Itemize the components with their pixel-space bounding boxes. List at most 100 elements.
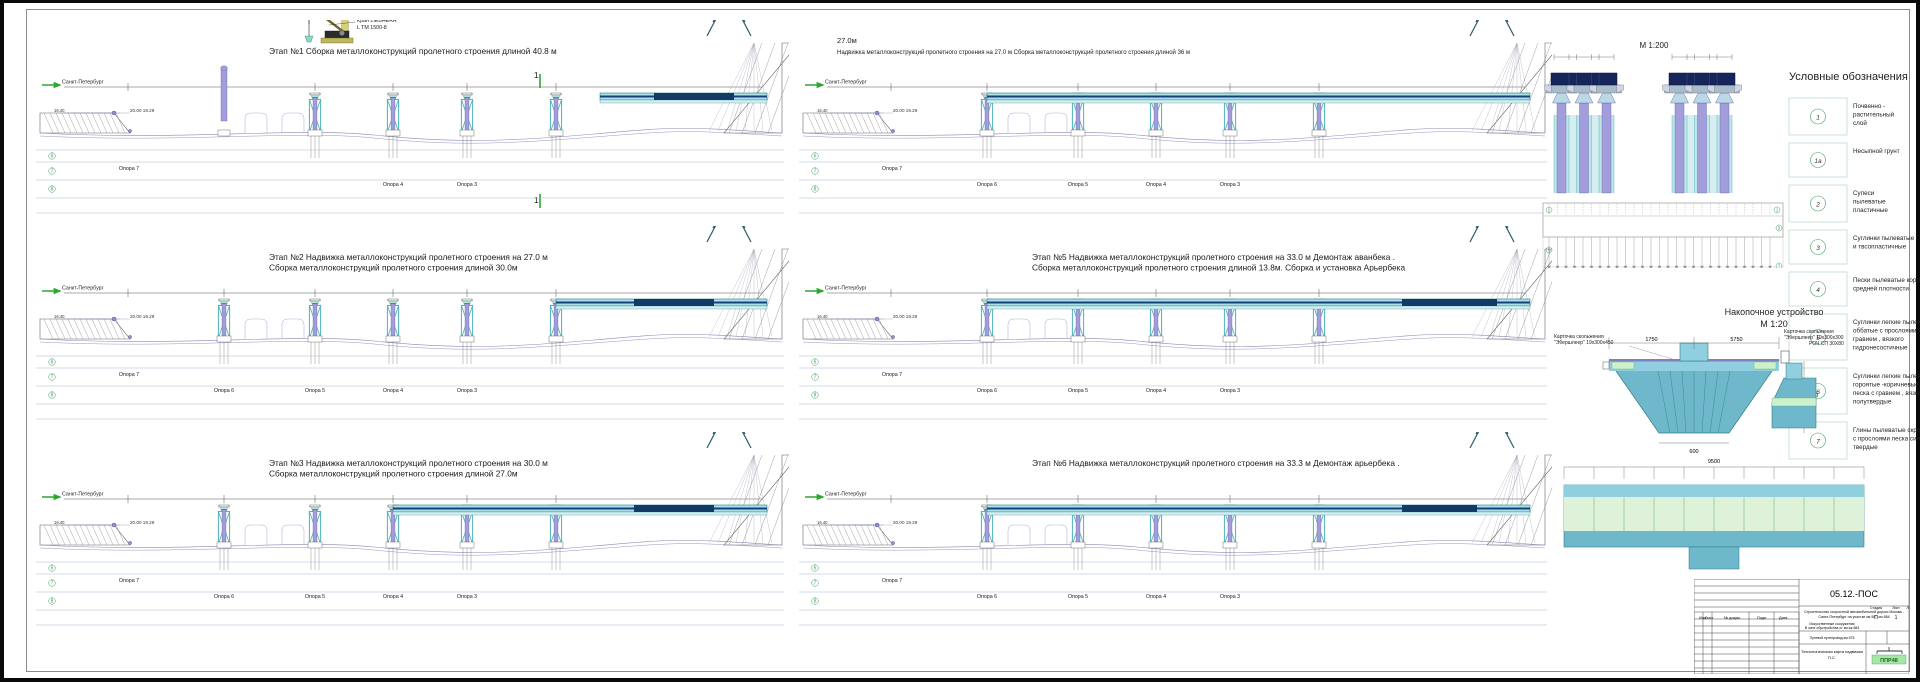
svg-text:6: 6: [814, 566, 817, 572]
svg-text:20.00 19.29: 20.00 19.29: [130, 520, 155, 525]
svg-text:20.00 19.29: 20.00 19.29: [130, 314, 155, 319]
svg-text:пылеватые: пылеватые: [1853, 199, 1886, 206]
svg-text:Несыпной грунт: Несыпной грунт: [1853, 147, 1900, 155]
svg-text:растительный: растительный: [1853, 111, 1895, 119]
svg-text:П.С.: П.С.: [1828, 655, 1836, 660]
svg-text:П: П: [1874, 615, 1878, 621]
svg-text:6: 6: [1548, 248, 1551, 253]
svg-text:7: 7: [814, 169, 817, 175]
svg-text:6: 6: [51, 154, 54, 160]
svg-text:16.40: 16.40: [54, 314, 65, 319]
svg-text:Этап №1 Сборка металлоконструк: Этап №1 Сборка металлоконструкций пролет…: [269, 46, 557, 56]
svg-text:и твсопластичные: и твсопластичные: [1853, 244, 1907, 251]
svg-text:Этап №2 Надвижка металлоконстр: Этап №2 Надвижка металлоконструкций прол…: [269, 252, 548, 262]
svg-text:Опора 3: Опора 3: [457, 388, 477, 394]
svg-text:Опора 7: Опора 7: [882, 578, 902, 584]
svg-text:Сборка металлоконструкций прол: Сборка металлоконструкций пролетного стр…: [1032, 263, 1405, 273]
svg-text:05.12.-ПОС: 05.12.-ПОС: [1830, 589, 1878, 599]
svg-text:1: 1: [1895, 615, 1898, 621]
svg-text:Опора 4: Опора 4: [1146, 182, 1166, 188]
svg-text:Опора 7: Опора 7: [119, 372, 139, 378]
svg-text:Опора 5: Опора 5: [305, 388, 325, 394]
svg-text:пластичные: пластичные: [1853, 207, 1888, 214]
svg-text:Санкт-Петербург: Санкт-Петербург: [825, 80, 867, 86]
svg-text:Опора 6: Опора 6: [214, 388, 234, 394]
svg-text:2: 2: [1815, 202, 1820, 209]
svg-text:Подп.: Подп.: [1757, 616, 1767, 620]
svg-text:Надвижка металлоконструкций п: Надвижка металлоконструкций пролетного с…: [837, 49, 1190, 56]
svg-text:8: 8: [51, 187, 54, 193]
svg-text:8: 8: [814, 393, 817, 399]
svg-text:Опора 4: Опора 4: [1146, 594, 1166, 600]
svg-text:Технологическая карта надвижки: Технологическая карта надвижки: [1801, 649, 1863, 654]
svg-text:Условные обозначения: Условные обозначения: [1789, 71, 1908, 83]
svg-text:Опора 4: Опора 4: [383, 182, 403, 188]
svg-text:Опора 6: Опора 6: [977, 182, 997, 188]
svg-text:8: 8: [51, 393, 54, 399]
svg-text:слой: слой: [1853, 119, 1867, 127]
svg-text:Опора 7: Опора 7: [882, 166, 902, 172]
svg-text:Опора 7: Опора 7: [119, 578, 139, 584]
svg-text:№ докум.: № докум.: [1724, 616, 1741, 620]
svg-text:Сборка металлоконструкций прол: Сборка металлоконструкций пролетного стр…: [269, 469, 518, 479]
svg-text:16.40: 16.40: [817, 108, 828, 113]
svg-text:Опора 6: Опора 6: [214, 594, 234, 600]
svg-text:М 1:20: М 1:20: [1760, 319, 1788, 329]
svg-text:Опора 3: Опора 3: [1220, 182, 1240, 188]
svg-text:Опора 4: Опора 4: [383, 388, 403, 394]
svg-text:16.40: 16.40: [817, 520, 828, 525]
svg-text:8: 8: [814, 187, 817, 193]
svg-text:"Эбершлеер" 19x300x450: "Эбершлеер" 19x300x450: [1554, 340, 1614, 346]
svg-text:L TM 1500-8: L TM 1500-8: [357, 25, 387, 31]
svg-text:ППР48: ППР48: [1880, 658, 1898, 664]
svg-text:20.00 19.29: 20.00 19.29: [893, 314, 918, 319]
svg-text:Листов: Листов: [1906, 606, 1909, 610]
svg-text:Этап №3 Надвижка металлоконстр: Этап №3 Надвижка металлоконструкций прол…: [269, 458, 548, 468]
svg-text:Опора 3: Опора 3: [1220, 594, 1240, 600]
svg-text:В зоне обустройства от км кж 6: В зоне обустройства от км кж 684: [1805, 626, 1860, 630]
svg-text:6: 6: [814, 154, 817, 160]
svg-text:Санкт-Петербург: Санкт-Петербург: [62, 492, 104, 498]
svg-text:5750: 5750: [1730, 337, 1742, 343]
svg-text:Лист: Лист: [1892, 606, 1900, 610]
svg-text:Санкт-Петербург: Санкт-Петербург: [62, 286, 104, 292]
svg-text:Дата: Дата: [1779, 616, 1788, 620]
svg-text:1: 1: [534, 196, 539, 205]
svg-text:Санкт-Петербург: Санкт-Петербург: [62, 80, 104, 86]
svg-text:20.00 19.29: 20.00 19.29: [130, 108, 155, 113]
svg-text:Этап №5 Надвижка металлоконст: Этап №5 Надвижка металлоконструкций прол…: [1032, 252, 1395, 262]
svg-text:Пески пылеватые коричневые: Пески пылеватые коричневые: [1853, 277, 1920, 284]
svg-text:7: 7: [51, 375, 54, 381]
svg-text:РОЧ СП 30X80: РОЧ СП 30X80: [1809, 341, 1844, 347]
svg-text:Опора 5: Опора 5: [1068, 388, 1088, 394]
svg-text:1а: 1а: [1814, 158, 1822, 165]
svg-text:1: 1: [534, 71, 539, 80]
svg-text:16.40: 16.40: [54, 520, 65, 525]
svg-text:Опора 4: Опора 4: [1146, 388, 1166, 394]
svg-text:Сборка металлоконструкций прол: Сборка металлоконструкций пролетного стр…: [269, 263, 518, 273]
svg-text:средней плотности: средней плотности: [1853, 285, 1909, 293]
svg-text:20.00 19.29: 20.00 19.29: [893, 108, 918, 113]
svg-text:4: 4: [1816, 287, 1820, 294]
svg-text:Опора 6: Опора 6: [977, 594, 997, 600]
svg-text:Опора 5: Опора 5: [305, 594, 325, 600]
svg-text:Накопочное устройство: Накопочное устройство: [1725, 307, 1824, 317]
svg-text:7: 7: [51, 169, 54, 175]
svg-text:16.40: 16.40: [817, 314, 828, 319]
svg-text:Опора 3: Опора 3: [1220, 388, 1240, 394]
svg-text:Опора 3: Опора 3: [457, 594, 477, 600]
svg-text:3: 3: [1816, 245, 1820, 252]
svg-text:M 1:200: M 1:200: [1640, 41, 1669, 50]
svg-text:Строительство скоростной автом: Строительство скоростной автомобильной д…: [1804, 610, 1904, 614]
svg-text:Опора 6: Опора 6: [977, 388, 997, 394]
svg-text:Кран LIEBHERR: Кран LIEBHERR: [357, 20, 397, 24]
svg-text:27.0м: 27.0м: [837, 36, 857, 45]
svg-text:Опора 5: Опора 5: [1068, 182, 1088, 188]
svg-text:Этап №6 Надвижка металлоконст: Этап №6 Надвижка металлоконструкций прол…: [1032, 458, 1400, 468]
svg-text:Супеси: Супеси: [1853, 190, 1875, 197]
svg-text:Опора 7: Опора 7: [882, 372, 902, 378]
svg-text:Лист: Лист: [1705, 616, 1714, 620]
svg-text:8: 8: [51, 599, 54, 605]
svg-text:Опора 7: Опора 7: [119, 166, 139, 172]
svg-text:7: 7: [51, 581, 54, 587]
